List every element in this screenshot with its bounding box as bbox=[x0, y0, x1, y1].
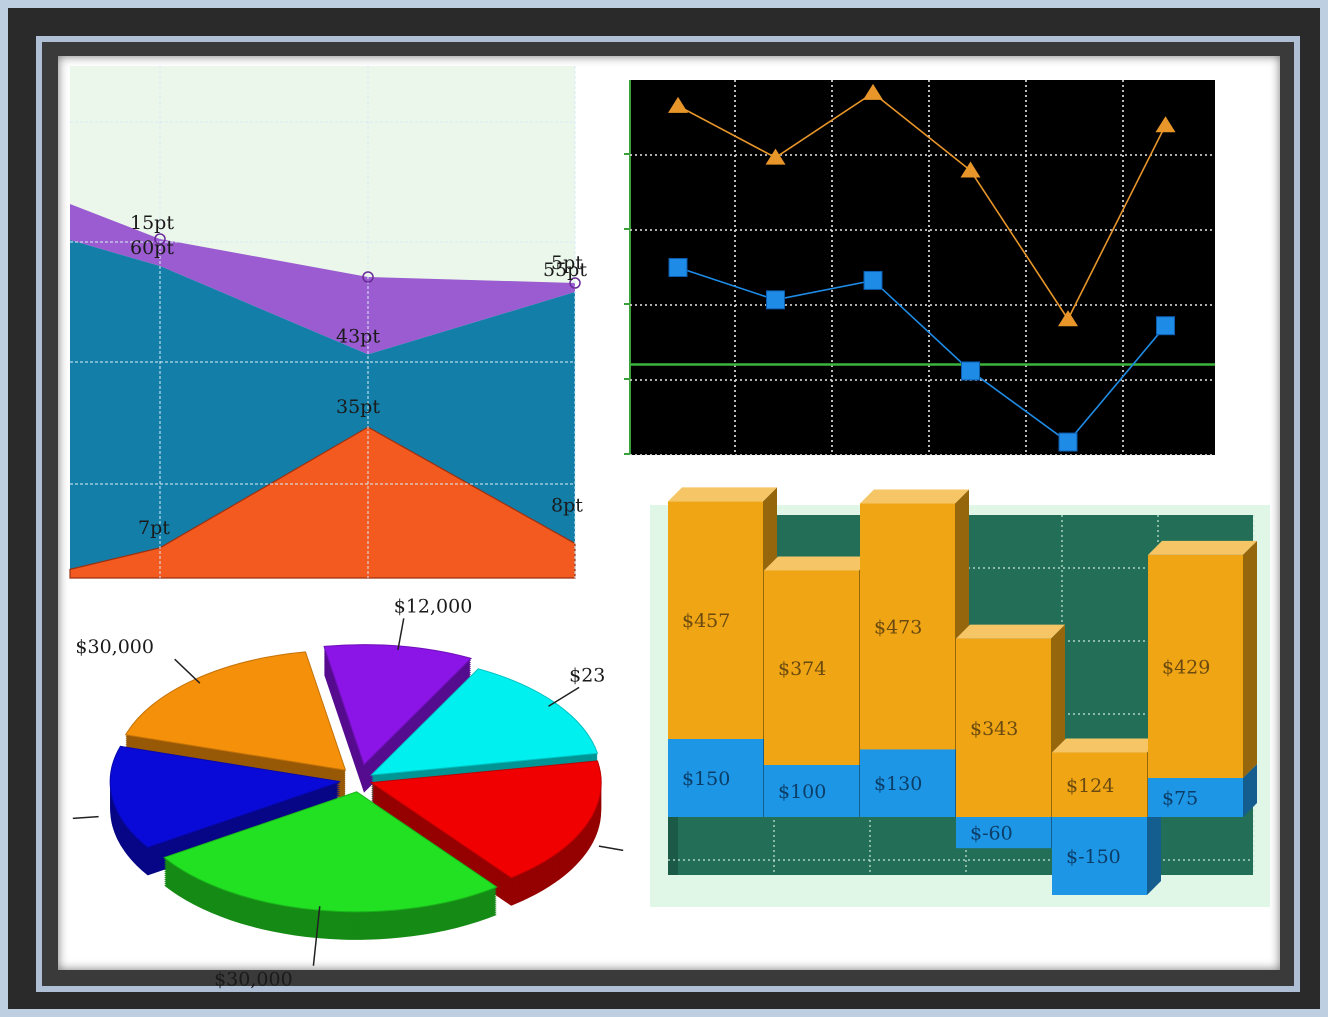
bar-data-label: $130 bbox=[874, 773, 922, 795]
pie-data-label: $23 bbox=[569, 664, 605, 686]
line-square-marker bbox=[1058, 432, 1078, 452]
bar-data-label: $100 bbox=[778, 781, 826, 803]
bar-segment-upper-top bbox=[1148, 540, 1257, 555]
bar-segment-upper-top bbox=[956, 624, 1065, 639]
pie-data-label: $12,000 bbox=[394, 595, 473, 617]
bar-data-label: $150 bbox=[682, 768, 730, 790]
pie-slice bbox=[323, 644, 472, 766]
bar-chart: $150 $457 $100 $374 $130 $473 $-60 $343 $-150 $12… bbox=[650, 487, 1270, 907]
pie-leader-line bbox=[72, 815, 99, 820]
pie-slice bbox=[109, 745, 341, 848]
area-point-marker bbox=[362, 271, 374, 283]
line-triangle-marker bbox=[1155, 116, 1176, 133]
line-series-2 bbox=[677, 266, 1167, 444]
pie-data-label: $30,000 bbox=[214, 969, 293, 991]
bar-segment-lower bbox=[956, 817, 1051, 849]
bar-segment-upper-top bbox=[860, 489, 969, 504]
line-chart bbox=[624, 80, 1215, 456]
pie-leader-line bbox=[312, 906, 321, 966]
bar-segment-lower bbox=[764, 765, 859, 817]
area-point-marker bbox=[569, 277, 581, 289]
bar-data-label: $429 bbox=[1162, 656, 1210, 678]
line-plot-background bbox=[630, 80, 1215, 455]
bar-segment-lower-side bbox=[1147, 803, 1161, 895]
bar-segment-upper bbox=[668, 501, 763, 739]
pie-leader-line bbox=[397, 618, 405, 651]
area-chart: 15pt 43pt 5pt 60pt 55pt 7pt 35pt 8pt bbox=[69, 66, 587, 579]
bar-segment-upper bbox=[1148, 554, 1243, 778]
line-triangle-marker bbox=[960, 161, 981, 178]
area-data-label: 7pt bbox=[138, 517, 170, 539]
line-square-marker bbox=[961, 361, 980, 381]
bar-segment-upper bbox=[764, 570, 859, 765]
area-data-label: 8pt bbox=[551, 495, 583, 517]
bar-segment-lower bbox=[668, 739, 763, 817]
bar-data-label: $-60 bbox=[970, 823, 1013, 845]
bar-data-label: $75 bbox=[1162, 788, 1198, 810]
line-square-marker bbox=[1156, 316, 1175, 336]
area-data-label: 15pt bbox=[130, 212, 174, 234]
line-triangle-marker bbox=[1058, 310, 1078, 327]
line-series-1 bbox=[677, 91, 1167, 321]
area-point-marker bbox=[154, 233, 166, 245]
bar-data-label: $343 bbox=[970, 718, 1018, 740]
pie-leader-line bbox=[174, 658, 201, 684]
pie-slice bbox=[369, 668, 599, 776]
bar-segment-lower bbox=[1148, 778, 1243, 817]
bar-segment-upper-top bbox=[764, 556, 873, 571]
pie-chart: $12,000 $23 $30,000 $30,000 bbox=[72, 595, 624, 991]
line-square-marker bbox=[863, 270, 883, 290]
line-square-marker bbox=[766, 290, 785, 310]
area-series-1 bbox=[70, 204, 575, 355]
line-triangle-marker bbox=[765, 148, 786, 165]
area-data-label: 60pt bbox=[130, 237, 174, 259]
bar-data-label: $473 bbox=[874, 616, 922, 638]
pie-leader-line bbox=[598, 845, 624, 852]
line-square-marker bbox=[668, 258, 688, 277]
bar-segment-lower bbox=[1052, 817, 1147, 895]
line-triangle-marker bbox=[668, 96, 688, 113]
bar-segment-upper-top bbox=[1052, 738, 1161, 753]
bar-segment-upper bbox=[860, 503, 955, 750]
bar-segment-upper-top bbox=[668, 487, 777, 502]
pie-slice bbox=[163, 791, 498, 913]
area-data-label: 55pt bbox=[543, 259, 587, 281]
bar-data-label: $-150 bbox=[1066, 846, 1121, 868]
pie-leader-line bbox=[548, 686, 580, 707]
pie-slice bbox=[369, 760, 602, 879]
pie-slice bbox=[124, 651, 347, 771]
bar-segment-upper bbox=[1052, 752, 1147, 817]
pie-data-label: $30,000 bbox=[75, 636, 154, 658]
bar-data-label: $457 bbox=[682, 610, 730, 632]
bar-segment-upper bbox=[956, 638, 1051, 817]
bar-segment-lower-side bbox=[1243, 764, 1257, 817]
area-data-label: 5pt bbox=[551, 252, 583, 274]
area-data-label: 35pt bbox=[336, 396, 380, 418]
bar-segment-lower bbox=[860, 749, 955, 817]
line-triangle-marker bbox=[863, 83, 883, 100]
bar-data-label: $124 bbox=[1066, 775, 1114, 797]
bar-data-label: $374 bbox=[778, 658, 826, 680]
area-data-label: 43pt bbox=[336, 325, 380, 347]
bar-segment-upper-side bbox=[1243, 540, 1257, 778]
